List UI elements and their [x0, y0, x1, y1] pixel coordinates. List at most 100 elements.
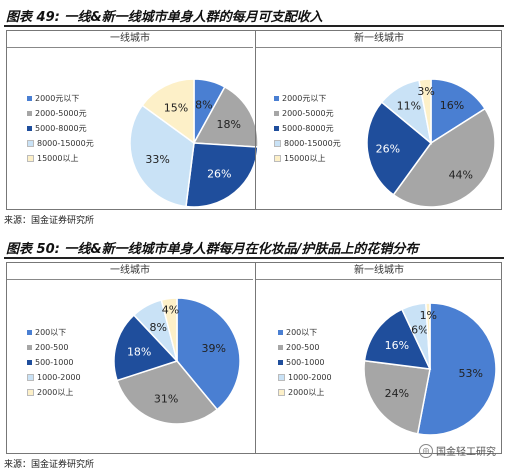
pie-slice	[430, 78, 487, 145]
legend-label: 2000以上	[288, 388, 325, 397]
legend-swatch	[27, 389, 34, 396]
legend-swatch	[274, 96, 279, 101]
legend-item: 200以下	[27, 325, 81, 340]
legend-item: 2000元以下	[274, 91, 341, 106]
legend-item: 2000以上	[278, 385, 332, 400]
pie-title-3: 新一线城市	[256, 263, 502, 280]
legend-item: 200-500	[27, 340, 81, 355]
legend-item: 2000元以下	[27, 91, 94, 106]
wechat-icon: ◎	[419, 443, 433, 458]
pie-slice-label: 31%	[154, 393, 178, 406]
figure-49-source: 来源：国金证券研究所	[4, 216, 95, 226]
pie-chart-1: 16% 44% 26% 11% 3%	[366, 78, 496, 208]
pie-slice-label: 24%	[385, 387, 409, 400]
legend-item: 2000-5000元	[27, 106, 94, 121]
pie-slice	[160, 297, 178, 362]
legend-item: 5000-8000元	[274, 121, 341, 136]
pie-slice-label: 1%	[420, 309, 437, 322]
pie-panel-1: 新一线城市 2000元以下 2000-5000元 5000-8000元 8000-15…	[255, 31, 502, 209]
pie-slice-label: 3%	[417, 85, 434, 98]
pie-slice	[185, 142, 259, 208]
pie-legend-2: 200以下 200-500 500-1000 1000-2000 2000以上	[27, 325, 81, 400]
legend-label: 8000-15000元	[37, 139, 94, 148]
pie-title-1: 新一线城市	[256, 31, 502, 48]
figure-50-title: 图表 50: 一线&新一线城市单身人群每月在化妆品/护肤品上的花销分布	[6, 242, 419, 257]
pie-slice	[425, 302, 431, 370]
pie-slice-label: 4%	[162, 304, 179, 317]
pie-panel-3: 新一线城市 200以下 200-500 500-1000 1000-2000 2000以…	[255, 263, 502, 453]
pie-legend-1: 2000元以下 2000-5000元 5000-8000元 8000-15000元 15…	[274, 91, 341, 166]
legend-swatch	[27, 126, 32, 131]
pie-slice	[363, 359, 431, 435]
figure-49-panels: 一线城市 2000元以下 2000-5000元 5000-8000元 8000-150…	[6, 30, 502, 210]
legend-label: 2000元以下	[282, 94, 327, 103]
pie-slice-label: 44%	[449, 169, 473, 182]
pie-slice	[176, 297, 241, 411]
legend-label: 1000-2000	[288, 373, 332, 382]
pie-chart-0: 8% 18% 26% 33% 15%	[129, 78, 259, 208]
legend-item: 5000-8000元	[27, 121, 94, 136]
legend-label: 500-1000	[35, 358, 74, 367]
pie-slice-label: 8%	[195, 99, 212, 112]
legend-item: 200以下	[278, 325, 332, 340]
legend-label: 200以下	[35, 328, 67, 337]
legend-item: 1000-2000	[278, 370, 332, 385]
pie-legend-0: 2000元以下 2000-5000元 5000-8000元 8000-15000元 15…	[27, 91, 94, 166]
legend-item: 200-500	[278, 340, 332, 355]
pie-slice-label: 16%	[385, 339, 409, 352]
pie-slice-label: 18%	[217, 118, 241, 131]
legend-swatch	[278, 389, 285, 396]
pie-slice	[113, 314, 179, 382]
pie-title-0: 一线城市	[7, 31, 253, 48]
pie-slice-label: 33%	[145, 153, 169, 166]
pie-legend-3: 200以下 200-500 500-1000 1000-2000 2000以上	[278, 325, 332, 400]
pie-slice-label: 26%	[376, 142, 400, 155]
legend-swatch	[27, 96, 32, 101]
pie-slice	[392, 107, 496, 208]
pie-slice	[363, 308, 432, 370]
pie-slice	[129, 104, 195, 208]
pie-slice	[116, 360, 219, 425]
pie-panel-2: 一线城市 200以下 200-500 500-1000 1000-2000 2000以上…	[7, 263, 253, 453]
legend-label: 2000-5000元	[35, 109, 87, 118]
watermark: ◎ 国金轻工研究	[419, 443, 496, 458]
legend-label: 2000-5000元	[282, 109, 334, 118]
legend-swatch	[278, 374, 285, 381]
legend-label: 15000以上	[37, 154, 79, 163]
legend-item: 8000-15000元	[274, 136, 341, 151]
pie-chart-2: 39% 31% 18% 8% 4%	[113, 297, 241, 425]
watermark-text: 国金轻工研究	[436, 447, 496, 458]
pie-panel-0: 一线城市 2000元以下 2000-5000元 5000-8000元 8000-150…	[7, 31, 259, 209]
legend-swatch	[278, 330, 283, 335]
pie-slice	[141, 78, 195, 145]
legend-item: 15000以上	[274, 151, 341, 166]
pie-slice-label: 11%	[397, 100, 421, 113]
legend-label: 5000-8000元	[35, 124, 87, 133]
legend-item: 500-1000	[27, 355, 81, 370]
legend-item: 15000以上	[27, 151, 94, 166]
legend-swatch	[274, 111, 279, 116]
legend-swatch	[274, 126, 279, 131]
pie-slice	[418, 78, 432, 144]
pie-slice-label: 26%	[207, 168, 231, 181]
pie-slice-label: 39%	[202, 342, 226, 355]
legend-swatch	[27, 345, 32, 350]
pie-slice-label: 15%	[164, 102, 188, 115]
pie-slice-label: 18%	[127, 345, 151, 358]
pie-slice	[416, 302, 497, 436]
legend-swatch	[274, 140, 281, 147]
legend-swatch	[27, 374, 34, 381]
legend-label: 500-1000	[286, 358, 325, 367]
pie-slice-label: 8%	[149, 321, 166, 334]
legend-swatch	[27, 140, 34, 147]
legend-label: 15000以上	[284, 154, 326, 163]
legend-item: 2000以上	[27, 385, 81, 400]
legend-swatch	[278, 360, 283, 365]
legend-item: 1000-2000	[27, 370, 81, 385]
legend-item: 8000-15000元	[27, 136, 94, 151]
legend-item: 500-1000	[278, 355, 332, 370]
legend-label: 200以下	[286, 328, 318, 337]
legend-item: 2000-5000元	[274, 106, 341, 121]
legend-swatch	[27, 155, 34, 162]
legend-label: 5000-8000元	[282, 124, 334, 133]
